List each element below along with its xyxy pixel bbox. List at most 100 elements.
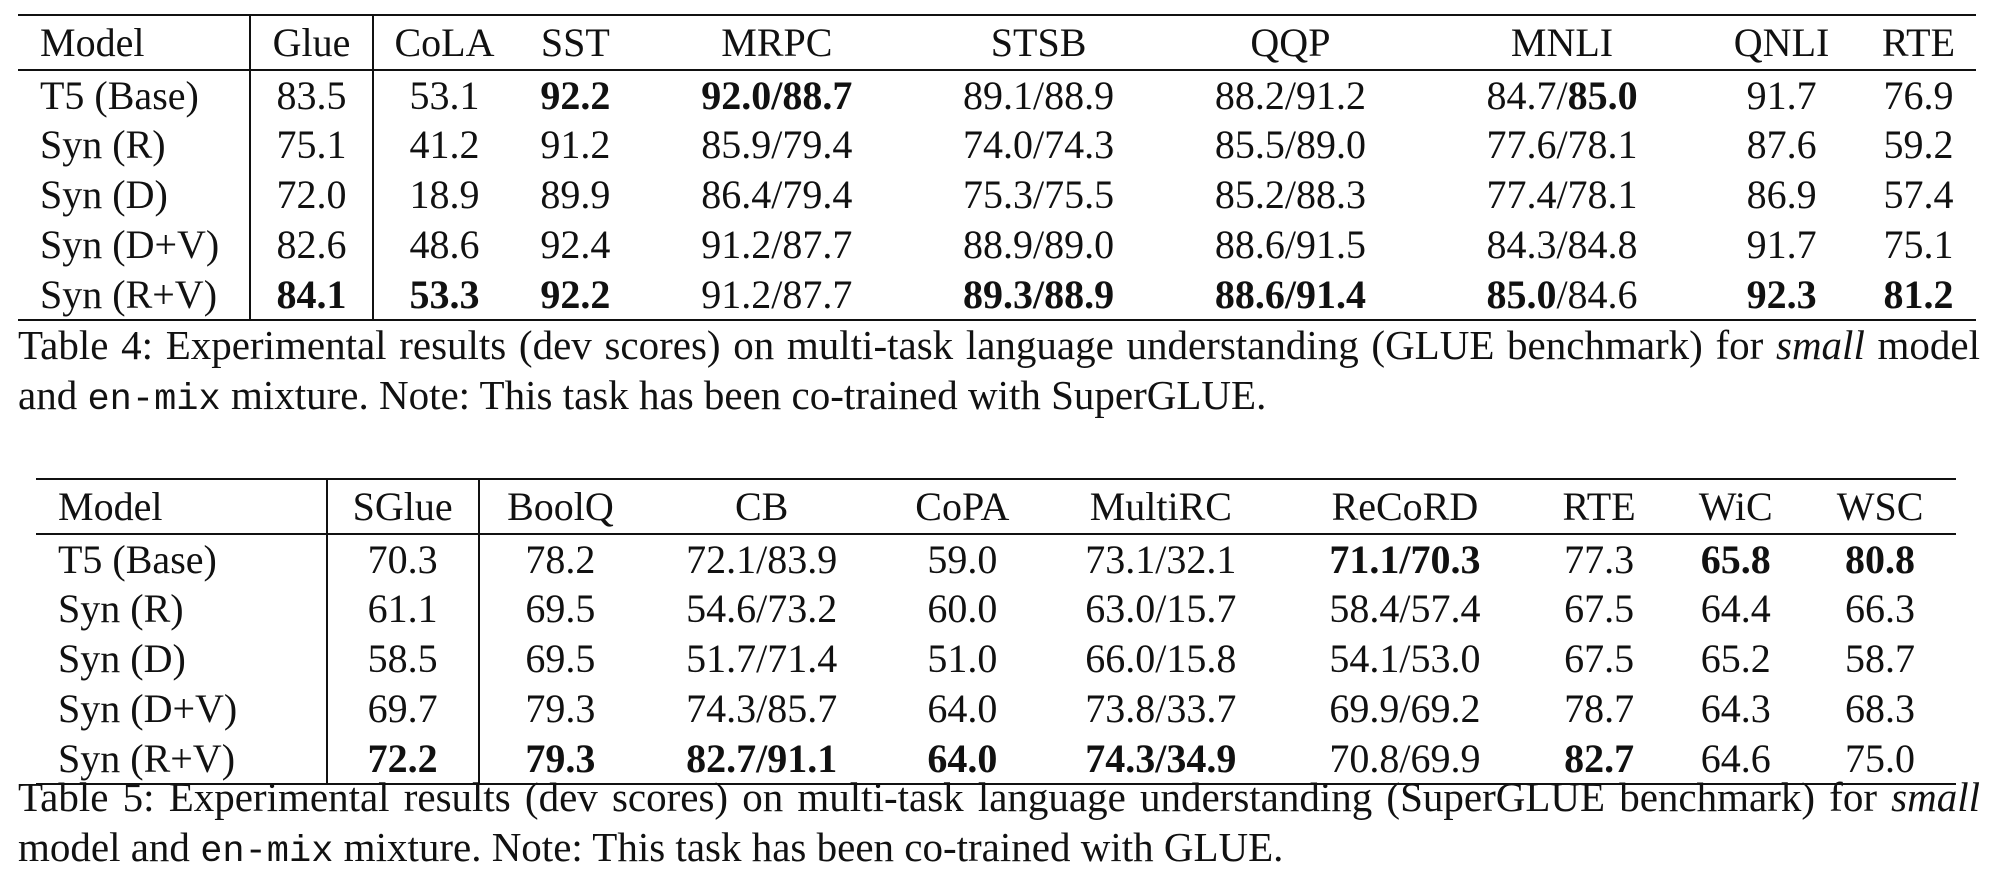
table-row: Syn (R+V) 72.2 79.3 82.7/91.1 64.0 74.3/34.9 7… bbox=[36, 734, 1956, 785]
score-cell: 65.8 bbox=[1700, 536, 1771, 582]
score-cell: 61.1 bbox=[326, 584, 480, 634]
table-row: Syn (D+V) 69.7 79.3 74.3/85.7 64.0 73.8/33.7 6… bbox=[36, 684, 1956, 734]
score-cell: 92.4 bbox=[540, 222, 611, 267]
column-header-cb: CB bbox=[641, 478, 883, 535]
column-header-multirc: MultiRC bbox=[1042, 478, 1280, 535]
score-cell: 72.0 bbox=[250, 170, 374, 220]
model-name-cell: Syn (R) bbox=[36, 584, 328, 634]
score-cell: 64.3 bbox=[1700, 686, 1771, 731]
caption-segment: en-mix bbox=[87, 379, 221, 421]
column-header-qqp: QQP bbox=[1159, 14, 1422, 71]
column-header-sglue: SGlue bbox=[326, 478, 480, 535]
column-header-model: Model bbox=[36, 478, 328, 535]
score-cell: 88.6/91.5 bbox=[1214, 222, 1366, 267]
score-cell: 79.3 bbox=[525, 686, 596, 731]
table-5-caption: Table 5: Experimental results (dev score… bbox=[18, 772, 1980, 877]
score-cell: 73.1/32.1 bbox=[1085, 536, 1237, 582]
score-cell: 91.7 bbox=[1746, 222, 1817, 267]
caption-segment: en-mix bbox=[200, 831, 334, 873]
score-cell: 85.9/79.4 bbox=[701, 122, 853, 167]
column-header-qnli: QNLI bbox=[1702, 14, 1861, 71]
column-header-glue: Glue bbox=[250, 14, 374, 71]
model-name-cell: T5 (Base) bbox=[18, 70, 252, 120]
score-cell: 92.3 bbox=[1702, 270, 1861, 321]
score-cell: 69.5 bbox=[525, 586, 596, 631]
column-header-sst: SST bbox=[515, 14, 636, 71]
model-name-cell: Syn (D+V) bbox=[36, 684, 328, 734]
score-cell: 74.3/85.7 bbox=[686, 686, 838, 731]
table-row: Syn (R) 61.1 69.5 54.6/73.2 60.0 63.0/15.7 58.… bbox=[36, 584, 1956, 634]
model-name-cell: Syn (R) bbox=[18, 120, 252, 170]
score-cell: 78.7 bbox=[1564, 686, 1635, 731]
model-name-cell: Syn (D) bbox=[18, 170, 252, 220]
score-cell: 84.3/84.8 bbox=[1486, 222, 1638, 267]
caption-segment: model and bbox=[18, 824, 201, 870]
caption-segment: model and bbox=[18, 322, 1980, 418]
score-cell: 70.8/69.9 bbox=[1279, 734, 1531, 785]
score-cell: 58.7 bbox=[1845, 636, 1916, 681]
score-cell: 91.2/87.7 bbox=[701, 222, 853, 267]
score-cell: 75.3/75.5 bbox=[963, 172, 1115, 217]
column-header-copa: CoPA bbox=[882, 478, 1043, 535]
score-cell: 69.9/69.2 bbox=[1329, 686, 1481, 731]
score-cell: 54.1/53.0 bbox=[1329, 636, 1481, 681]
score-cell: 82.7/91.1 bbox=[641, 734, 883, 785]
table-row: Syn (D) 58.5 69.5 51.7/71.4 51.0 66.0/15.8 54.… bbox=[36, 634, 1956, 684]
score-cell: 77.4/78.1 bbox=[1486, 172, 1638, 217]
score-cell: 87.6 bbox=[1746, 122, 1817, 167]
column-header-model: Model bbox=[18, 14, 252, 71]
score-cell: 59.2 bbox=[1883, 122, 1954, 167]
score-cell: 72.1/83.9 bbox=[686, 536, 838, 582]
score-cell: 70.3 bbox=[326, 534, 480, 584]
score-cell: 51.7/71.4 bbox=[686, 636, 838, 681]
score-cell: 18.9 bbox=[409, 172, 480, 217]
score-cell: 59.0 bbox=[927, 536, 998, 582]
score-cell: 58.4/57.4 bbox=[1329, 586, 1481, 631]
score-cell: 92.2 bbox=[540, 72, 611, 118]
score-cell: 66.3 bbox=[1845, 586, 1916, 631]
score-cell: 85.5/89.0 bbox=[1214, 122, 1366, 167]
score-cell: 85.2/88.3 bbox=[1214, 172, 1366, 217]
score-cell: 66.0/15.8 bbox=[1085, 636, 1237, 681]
table-4: Model Glue CoLA SST MRPC STSB QQP MNLI QNLI RTE T… bbox=[18, 14, 1976, 321]
score-cell: 67.5 bbox=[1564, 636, 1635, 681]
caption-segment: Table 5: Experimental results (dev score… bbox=[18, 774, 1892, 820]
score-cell: 69.7 bbox=[326, 684, 480, 734]
column-header-rte: RTE bbox=[1860, 14, 1976, 71]
caption-segment: mixture. Note: This task has been co-tra… bbox=[220, 372, 1267, 418]
score-cell: 41.2 bbox=[409, 122, 480, 167]
table-header-row: Model SGlue BoolQ CB CoPA MultiRC ReCoRD RTE WiC… bbox=[36, 478, 1956, 535]
score-cell: 53.3 bbox=[372, 270, 516, 321]
column-header-boolq: BoolQ bbox=[478, 478, 642, 535]
caption-segment: small bbox=[1775, 322, 1865, 368]
score-cell: 89.1/88.9 bbox=[963, 72, 1115, 118]
table-header-row: Model Glue CoLA SST MRPC STSB QQP MNLI QNLI RTE bbox=[18, 14, 1976, 71]
score-cell: 80.8 bbox=[1845, 536, 1916, 582]
score-cell: 64.4 bbox=[1700, 586, 1771, 631]
score-cell: 73.8/33.7 bbox=[1085, 686, 1237, 731]
score-cell: 58.5 bbox=[326, 634, 480, 684]
model-name-cell: T5 (Base) bbox=[36, 534, 328, 584]
score-cell: 91.7 bbox=[1746, 72, 1817, 118]
score-cell: 77.6/78.1 bbox=[1486, 122, 1638, 167]
score-cell: 84.1 bbox=[250, 270, 374, 321]
column-header-wic: WiC bbox=[1667, 478, 1805, 535]
model-name-cell: Syn (D+V) bbox=[18, 220, 252, 270]
score-cell: 68.3 bbox=[1845, 686, 1916, 731]
score-cell: 71.1/70.3 bbox=[1329, 536, 1481, 582]
score-cell: 88.6/91.4 bbox=[1159, 270, 1422, 321]
score-cell: 72.2 bbox=[326, 734, 480, 785]
score-cell: 75.0 bbox=[1804, 734, 1956, 785]
table-row: T5 (Base) 70.3 78.2 72.1/83.9 59.0 73.1/32.1 7… bbox=[36, 534, 1956, 584]
score-cell: 77.3 bbox=[1564, 536, 1635, 582]
table-row: Syn (R+V) 84.1 53.3 92.2 91.2/87.7 89.3/88.9 8… bbox=[18, 270, 1976, 321]
column-header-mrpc: MRPC bbox=[635, 14, 919, 71]
score-cell: 69.5 bbox=[525, 636, 596, 681]
score-cell: 78.2 bbox=[525, 536, 596, 582]
score-cell: 89.9 bbox=[540, 172, 611, 217]
table-row: Syn (R) 75.1 41.2 91.2 85.9/79.4 74.0/74.3 85.… bbox=[18, 120, 1976, 170]
score-cell: 92.2 bbox=[515, 270, 636, 321]
score-cell: 75.1 bbox=[250, 120, 374, 170]
column-header-mnli: MNLI bbox=[1421, 14, 1703, 71]
column-header-stsb: STSB bbox=[918, 14, 1160, 71]
